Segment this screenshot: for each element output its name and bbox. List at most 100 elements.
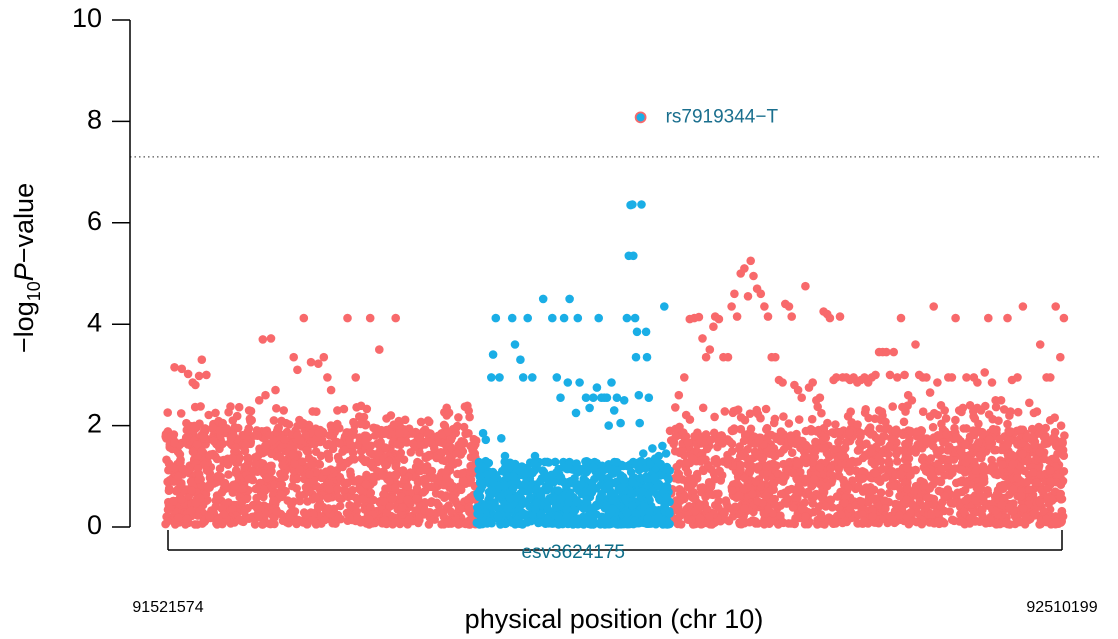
background-point <box>756 289 766 299</box>
background-point <box>749 271 758 281</box>
background-point <box>815 462 825 472</box>
background-point <box>709 322 718 332</box>
background-point <box>352 403 361 412</box>
background-point <box>675 422 684 432</box>
background-point <box>823 418 832 428</box>
region-point <box>607 378 616 387</box>
region-point <box>510 459 520 469</box>
background-point <box>884 449 893 459</box>
region-point <box>475 510 484 519</box>
region-point <box>634 390 644 400</box>
background-point <box>900 370 909 380</box>
background-point <box>800 474 809 484</box>
background-point <box>769 451 779 460</box>
background-point <box>889 347 898 357</box>
region-point <box>489 478 498 487</box>
y-axis-title-subscript: 10 <box>24 281 44 301</box>
region-point <box>552 373 562 382</box>
region-point <box>475 486 485 495</box>
background-point <box>805 490 814 499</box>
background-point <box>395 428 404 438</box>
background-point <box>353 513 362 523</box>
background-point <box>884 457 894 466</box>
background-point <box>998 481 1007 491</box>
background-point <box>1035 497 1045 507</box>
background-point <box>258 520 268 529</box>
region-point <box>518 373 528 382</box>
background-point <box>790 493 800 502</box>
background-point <box>314 428 323 438</box>
background-point <box>876 437 886 447</box>
background-point <box>382 519 391 529</box>
background-point <box>960 507 969 517</box>
background-point <box>246 416 255 426</box>
background-point <box>853 420 862 429</box>
background-point <box>770 414 780 424</box>
background-point <box>378 471 387 480</box>
background-point <box>687 453 697 463</box>
y-axis-title-suffix: −value <box>9 183 39 263</box>
background-point <box>1018 302 1028 311</box>
background-point <box>705 512 714 521</box>
background-point <box>921 466 931 476</box>
background-point <box>250 520 260 529</box>
background-point <box>193 511 203 520</box>
background-point <box>272 507 282 516</box>
background-point <box>299 418 308 428</box>
region-point <box>548 313 557 323</box>
background-point <box>854 482 863 491</box>
background-point <box>204 483 213 493</box>
background-point <box>895 510 904 520</box>
background-point <box>385 476 394 486</box>
background-point <box>186 506 196 516</box>
background-point <box>288 481 297 491</box>
background-point <box>335 472 345 482</box>
background-point <box>896 469 906 479</box>
background-point <box>349 417 358 427</box>
background-point <box>368 472 378 482</box>
region-point <box>650 473 659 483</box>
background-point <box>346 467 355 477</box>
background-point <box>727 486 737 495</box>
region-point <box>604 464 613 474</box>
background-point <box>193 464 203 473</box>
background-point <box>867 457 877 467</box>
background-point <box>860 408 870 418</box>
background-point <box>340 485 349 494</box>
background-point <box>816 513 826 522</box>
background-point <box>241 440 251 450</box>
background-point <box>858 474 868 483</box>
background-point <box>416 417 426 427</box>
background-point <box>978 462 988 471</box>
background-point <box>458 447 468 456</box>
background-point <box>226 433 236 443</box>
region-point <box>488 350 498 359</box>
background-point <box>884 488 894 498</box>
background-point <box>889 481 899 491</box>
background-point <box>333 419 342 429</box>
background-point <box>293 365 302 375</box>
region-point <box>487 373 496 382</box>
region-point <box>602 393 612 403</box>
background-point <box>190 422 200 432</box>
background-point <box>471 436 481 446</box>
background-point <box>197 446 207 456</box>
background-point <box>289 352 299 362</box>
region-point <box>559 313 569 323</box>
background-point <box>169 496 178 506</box>
y-axis-title-italic: P <box>9 263 39 281</box>
background-point <box>234 402 244 412</box>
region-point <box>576 480 586 489</box>
y-tick-label: 2 <box>87 409 102 439</box>
background-point <box>276 481 285 490</box>
region-point <box>555 495 565 504</box>
background-point <box>940 492 949 501</box>
background-point <box>746 455 755 464</box>
background-point <box>943 446 952 455</box>
region-point <box>630 313 640 323</box>
background-point <box>984 410 994 419</box>
background-point <box>412 494 421 503</box>
region-point <box>507 313 517 323</box>
background-point <box>301 483 311 492</box>
background-point <box>197 355 207 365</box>
